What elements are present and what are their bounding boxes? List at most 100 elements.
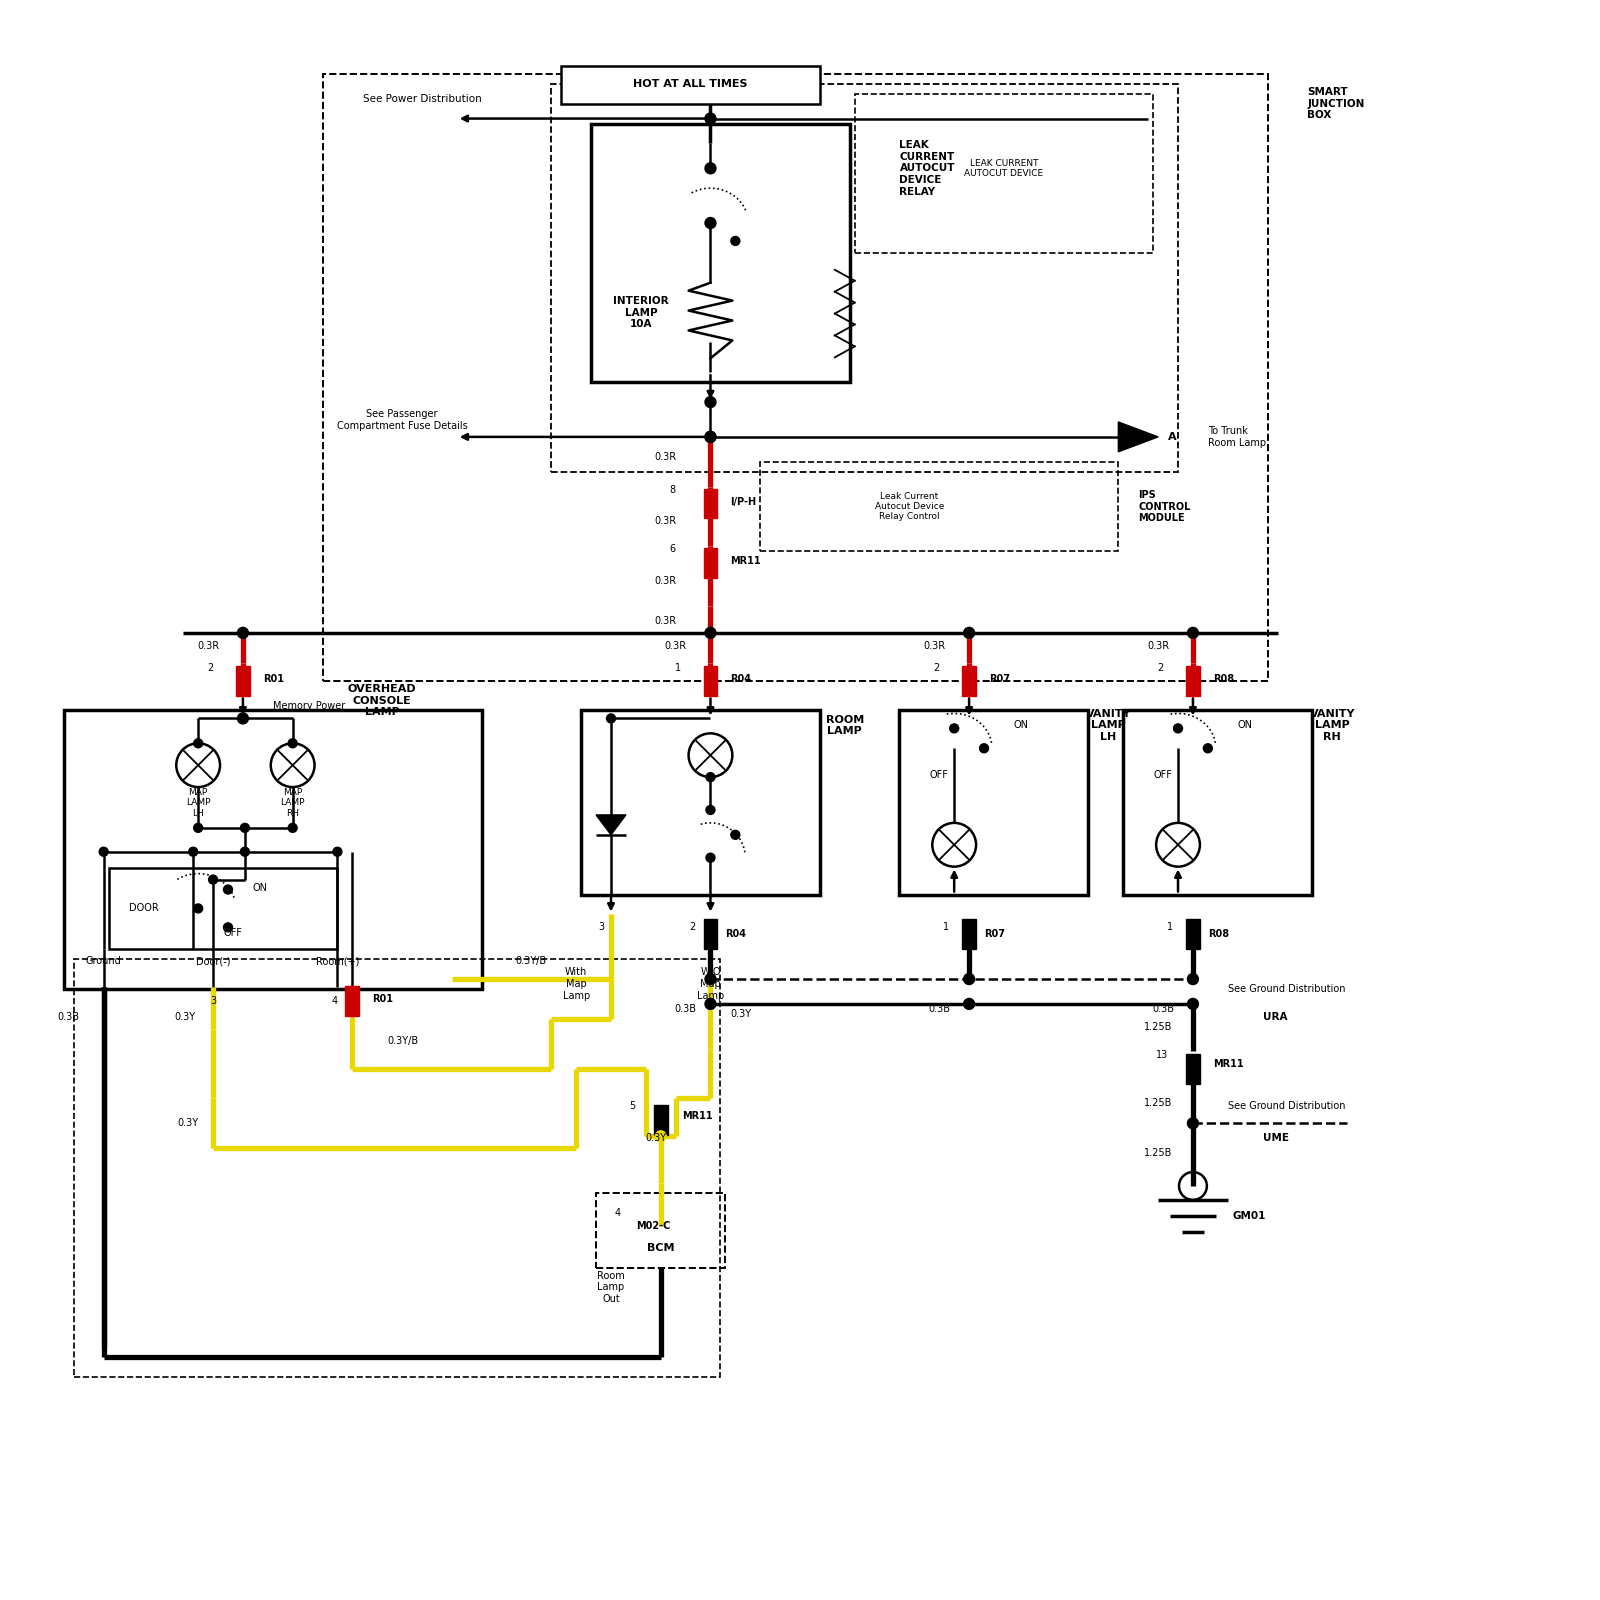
- Bar: [1186, 1054, 1200, 1083]
- Circle shape: [656, 1131, 666, 1142]
- Circle shape: [606, 714, 616, 723]
- Text: 1: 1: [942, 922, 949, 933]
- Text: 0.3Y/B: 0.3Y/B: [387, 1035, 418, 1046]
- Circle shape: [706, 627, 715, 638]
- Text: Ground: Ground: [86, 957, 122, 966]
- Text: 1: 1: [1166, 922, 1173, 933]
- Circle shape: [194, 824, 203, 832]
- Text: IPS
CONTROL
MODULE: IPS CONTROL MODULE: [1138, 490, 1190, 523]
- Text: VANITY
LAMP
LH: VANITY LAMP LH: [1086, 709, 1131, 742]
- Bar: [1186, 666, 1200, 696]
- Circle shape: [706, 805, 715, 814]
- Text: BCM: BCM: [646, 1243, 675, 1253]
- Text: W/O
Map
Lamp: W/O Map Lamp: [698, 968, 725, 1000]
- Text: 3: 3: [210, 995, 216, 1006]
- Bar: [962, 666, 976, 696]
- Text: INTERIOR
LAMP
10A: INTERIOR LAMP 10A: [613, 296, 669, 330]
- Text: 1.25B: 1.25B: [1144, 1022, 1173, 1032]
- Text: 2: 2: [933, 662, 939, 672]
- Circle shape: [706, 432, 715, 442]
- Text: See Ground Distribution: See Ground Distribution: [1227, 1101, 1346, 1112]
- Circle shape: [706, 163, 715, 174]
- Circle shape: [194, 739, 203, 747]
- Circle shape: [240, 848, 250, 856]
- Text: 4: 4: [614, 1208, 621, 1218]
- Circle shape: [208, 875, 218, 885]
- Text: 0.3R: 0.3R: [654, 451, 677, 462]
- Circle shape: [237, 627, 248, 638]
- Text: 5: 5: [630, 1101, 635, 1112]
- Text: R08: R08: [1208, 930, 1229, 939]
- Text: M02-C: M02-C: [635, 1221, 670, 1230]
- Text: Room
Lamp
Out: Room Lamp Out: [597, 1270, 626, 1304]
- Bar: [74, 958, 720, 1378]
- Circle shape: [99, 848, 109, 856]
- Text: 0.3Y: 0.3Y: [174, 1011, 195, 1022]
- Text: ON: ON: [1014, 720, 1029, 730]
- Text: 0.3R: 0.3R: [923, 642, 946, 651]
- Text: OFF: OFF: [930, 770, 949, 781]
- Circle shape: [1187, 627, 1198, 638]
- Text: 1: 1: [675, 662, 680, 672]
- Circle shape: [706, 773, 715, 781]
- Text: Door(-): Door(-): [195, 957, 230, 966]
- Bar: [704, 549, 717, 578]
- Circle shape: [194, 904, 203, 914]
- Text: 6: 6: [669, 544, 675, 554]
- Bar: [323, 74, 1267, 680]
- Circle shape: [1173, 723, 1182, 733]
- Text: 1.25B: 1.25B: [1144, 1149, 1173, 1158]
- Text: 0.3R: 0.3R: [654, 616, 677, 626]
- Circle shape: [706, 998, 715, 1010]
- Circle shape: [731, 830, 739, 840]
- Bar: [1123, 710, 1312, 894]
- Text: 0.3R: 0.3R: [654, 517, 677, 526]
- Text: MAP
LAMP
RH: MAP LAMP RH: [280, 789, 306, 818]
- Text: 0.3R: 0.3R: [1147, 642, 1170, 651]
- Circle shape: [731, 237, 739, 245]
- Text: OVERHEAD
CONSOLE
LAMP: OVERHEAD CONSOLE LAMP: [347, 683, 416, 717]
- Text: R01: R01: [262, 674, 283, 683]
- Text: 0.3B: 0.3B: [928, 1003, 950, 1014]
- Circle shape: [288, 739, 298, 747]
- Bar: [854, 94, 1154, 253]
- Bar: [235, 666, 250, 696]
- Circle shape: [963, 627, 974, 638]
- Text: MR11: MR11: [1213, 1059, 1243, 1069]
- Text: Leak Current
Autocut Device
Relay Control: Leak Current Autocut Device Relay Contro…: [875, 491, 944, 522]
- Circle shape: [224, 923, 232, 931]
- Circle shape: [224, 885, 232, 894]
- Text: 4: 4: [331, 995, 338, 1006]
- Text: 13: 13: [1155, 1050, 1168, 1059]
- Text: R01: R01: [373, 994, 394, 1003]
- Text: OFF: OFF: [224, 928, 243, 938]
- Text: 0.3B: 0.3B: [58, 1011, 80, 1022]
- Circle shape: [706, 432, 715, 442]
- Bar: [581, 710, 819, 894]
- Text: 0.3Y: 0.3Y: [645, 1133, 666, 1144]
- Text: 2: 2: [1157, 662, 1163, 672]
- Bar: [899, 710, 1088, 894]
- Circle shape: [1187, 1118, 1198, 1128]
- Text: ON: ON: [253, 883, 267, 893]
- Bar: [704, 488, 717, 518]
- Text: 0.3R: 0.3R: [664, 642, 686, 651]
- Bar: [562, 66, 819, 104]
- Bar: [654, 1106, 667, 1136]
- Circle shape: [1187, 973, 1198, 984]
- Text: See Passenger
Compartment Fuse Details: See Passenger Compartment Fuse Details: [336, 410, 467, 430]
- Circle shape: [240, 824, 250, 832]
- Text: Room(+): Room(+): [315, 957, 358, 966]
- Text: SMART
JUNCTION
BOX: SMART JUNCTION BOX: [1307, 86, 1365, 120]
- Circle shape: [706, 853, 715, 862]
- Text: 1.25B: 1.25B: [1144, 1099, 1173, 1109]
- Text: R07: R07: [984, 930, 1005, 939]
- Text: R04: R04: [725, 930, 746, 939]
- Bar: [109, 867, 338, 949]
- Bar: [346, 986, 360, 1016]
- Text: 1: 1: [101, 995, 107, 1006]
- Bar: [64, 710, 482, 989]
- Circle shape: [706, 397, 715, 408]
- Text: 0.3Y/B: 0.3Y/B: [515, 957, 547, 966]
- Circle shape: [950, 723, 958, 733]
